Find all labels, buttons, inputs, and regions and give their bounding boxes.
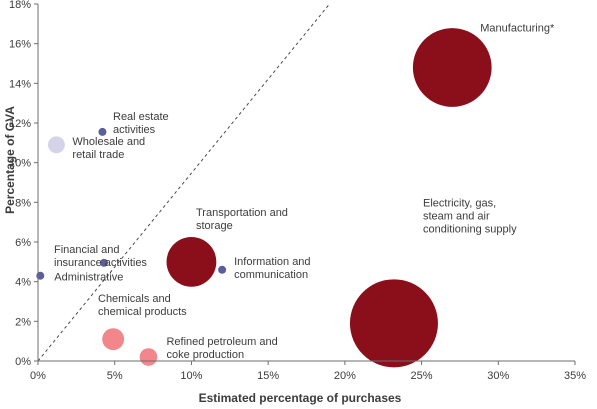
bubble-label: Real estate activities bbox=[113, 111, 169, 136]
bubble-mark bbox=[47, 136, 65, 154]
bubble-label-line: retail trade bbox=[72, 149, 124, 161]
bubble-label-line: Refined petroleum and bbox=[166, 336, 277, 348]
y-tick-label: 6% bbox=[15, 237, 31, 249]
y-tick-label: 2% bbox=[15, 316, 31, 328]
bubble-label-line: coke production bbox=[166, 349, 244, 361]
bubble-label-line: Administrative bbox=[54, 272, 123, 284]
bubble-label-line: steam and air bbox=[423, 210, 490, 222]
y-axis-title: Percentage of GVA bbox=[3, 106, 17, 214]
bubble-label-line: Manufacturing* bbox=[480, 22, 555, 34]
bubble-label-line: Chemicals and bbox=[98, 293, 171, 305]
bubble-label: Transportation and storage bbox=[196, 207, 288, 232]
y-tick-label: 14% bbox=[9, 78, 31, 90]
y-tick-label: 4% bbox=[15, 277, 31, 289]
bubble-label: Refined petroleum and coke production bbox=[166, 336, 277, 361]
y-tick-label: 8% bbox=[15, 197, 31, 209]
bubble-label-line: communication bbox=[234, 269, 308, 281]
bubble-label-line: conditioning supply bbox=[423, 223, 517, 235]
bubble-label-line: Transportation and bbox=[196, 207, 288, 219]
y-tick-label: 12% bbox=[9, 118, 31, 130]
bubble-label: Electricity, gas, steam and air conditioni… bbox=[423, 197, 517, 235]
bubble-mark bbox=[166, 236, 217, 287]
y-tick-label: 0% bbox=[15, 356, 31, 368]
reference-line bbox=[37, 3, 330, 362]
bubble-label: Financial and insurance activities bbox=[54, 244, 147, 269]
bubble-label-line: activities bbox=[113, 124, 156, 136]
bubble-label-line: insurance activities bbox=[54, 257, 147, 269]
bubble-label: Chemicals and chemical products bbox=[98, 293, 187, 318]
y-tick-label: 18% bbox=[9, 0, 31, 11]
bubble-label: Administrative bbox=[54, 272, 123, 284]
bubble-label-line: Financial and bbox=[54, 244, 119, 256]
y-tick-label: 16% bbox=[9, 39, 31, 51]
x-tick-label: 20% bbox=[334, 370, 356, 382]
bubble-label-line: chemical products bbox=[98, 306, 187, 318]
x-tick-label: 30% bbox=[487, 370, 509, 382]
bubble-mark bbox=[349, 279, 438, 368]
x-tick-label: 15% bbox=[257, 370, 279, 382]
bubble-label-line: Information and bbox=[234, 256, 310, 268]
bubble-label: Wholesale and retail trade bbox=[72, 136, 145, 161]
y-axis-ticks: 0% 2% 4% 6% 8% 10% 12% 14% 16% 18% bbox=[9, 0, 38, 368]
bubble-label-line: Electricity, gas, bbox=[423, 197, 496, 209]
x-tick-label: 0% bbox=[30, 370, 46, 382]
x-tick-label: 25% bbox=[411, 370, 433, 382]
x-axis-ticks: 0% 5% 10% 15% 20% 25% 30% 35% bbox=[30, 361, 586, 382]
bubble-label: Manufacturing* bbox=[480, 22, 555, 34]
bubble-mark bbox=[139, 348, 158, 366]
x-tick-label: 10% bbox=[180, 370, 202, 382]
bubble-label-line: Wholesale and bbox=[72, 136, 145, 148]
bubble-mark bbox=[412, 28, 492, 107]
bubble-mark bbox=[98, 127, 107, 136]
bubble-mark bbox=[218, 265, 227, 274]
y-tick-label: 10% bbox=[9, 158, 31, 170]
bubble-label: Information and communication bbox=[234, 256, 310, 281]
x-tick-label: 5% bbox=[107, 370, 123, 382]
x-tick-label: 35% bbox=[564, 370, 586, 382]
plot-area: Manufacturing* Electricity, gas, steam and… bbox=[36, 3, 555, 368]
bubble-label-line: Real estate bbox=[113, 111, 169, 123]
bubble-mark bbox=[102, 328, 125, 351]
bubble-mark bbox=[99, 258, 108, 267]
bubble-label-line: storage bbox=[196, 220, 233, 232]
x-axis-title: Estimated percentage of purchases bbox=[199, 391, 402, 405]
